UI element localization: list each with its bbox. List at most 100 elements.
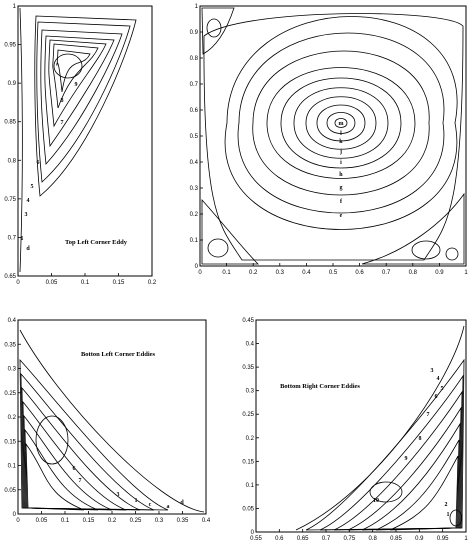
x-tick-label: 0.8 [368,536,377,542]
y-tick-label: 1 [195,4,199,10]
panel-title: Bottom Right Corner Eddies [280,383,360,390]
eddy-contour [53,53,83,79]
y-tick-label: 0.3 [190,186,199,192]
contour-label: 9 [75,82,78,88]
eddy-contour [44,35,115,148]
bottom-right-eddies-panel: 0.55 0.6 0.65 0.7 0.75 0.8 0.85 0.9 0.95 1 0 0.05 0.… [238,314,474,554]
y-tick-label: 0.15 [242,459,254,465]
contour-label: f [340,199,343,205]
x-tick-label: 0.2 [108,518,117,524]
plot-frame [255,319,467,533]
primary-vortex-contour [266,67,416,179]
contour-label: l [340,131,342,137]
x-tick-label: 0.95 [437,536,449,542]
contour-label: 6 [73,466,76,472]
contour-label: 5 [31,184,34,190]
eddy-contour [333,390,463,531]
contour-label: e [340,213,343,219]
top-left-eddy-plot: 0 0.05 0.1 0.15 0.2 0.65 0.7 0.75 0.8 0.85 0.9 0.95… [4,4,157,286]
x-tick-label: 0.05 [36,518,48,524]
y-tick-label: 0.7 [8,235,17,241]
x-tick-label: 0.15 [113,280,125,286]
y-tick-label: 0.3 [246,389,255,395]
eddy-contour [375,439,460,531]
contour-label: 6 [435,394,438,400]
x-tick-label: 0.7 [322,536,331,542]
top-left-eddy-contour [206,18,222,38]
contour-label: d [180,500,184,506]
bottom-left-eddies-plot: 0 0.05 0.1 0.15 0.2 0.25 0.3 0.35 0.4 0 0.05 0.1 0.1… [4,318,211,524]
eddy-contour [48,39,107,128]
y-tick-label: 0.1 [246,483,255,489]
primary-vortex-contour [293,87,389,159]
x-tick-label: 0.85 [390,536,402,542]
x-tick-label: 0.3 [276,270,285,276]
y-tick-label: 0.4 [190,160,199,166]
x-tick-label: 0.6 [275,536,284,542]
contour-label: 8 [419,436,422,442]
panel-title: Top Left Corner Eddy [65,239,128,246]
y-tick-label: 0.05 [242,506,254,512]
eddy-contour [21,386,141,511]
y-tick-label: 0.75 [4,197,16,203]
y-tick-label: 0 [251,530,255,536]
eddy-contour [449,509,463,527]
y-tick-label: 0.45 [242,318,254,324]
y-tick-label: 0.1 [190,238,199,244]
x-tick-label: 0.1 [81,280,90,286]
contour-label: 6 [37,160,40,166]
primary-vortex-contour [252,50,430,196]
x-tick-label: 0.75 [343,536,355,542]
contour-label: 8 [61,98,64,104]
primary-vortex-contour [326,112,356,134]
y-tick-label: 0.9 [190,30,199,36]
contour-label: 4 [27,198,30,204]
y-tick-label: 0.65 [4,274,16,280]
y-tick-label: 0.35 [4,342,16,348]
contour-label: h [339,172,343,178]
top-left-eddy-panel: 0 0.05 0.1 0.15 0.2 0.65 0.7 0.75 0.8 0.85 0.9 0.95… [0,0,160,290]
x-tick-label: 0.65 [297,536,309,542]
x-tick-label: 0.7 [382,270,391,276]
eddy-contour [369,481,403,503]
y-tick-label: 1 [13,4,17,10]
x-tick-label: 0.15 [83,518,95,524]
separatrix-contour [19,329,205,513]
eddy-contour [19,358,169,511]
eddy-contour [24,428,99,511]
x-tick-label: 1 [464,270,468,276]
eddy-contour [40,29,123,165]
contour-label: 1 [447,512,450,518]
x-tick-label: 0.4 [302,270,311,276]
primary-vortex-contour [280,77,402,169]
bottom-right-eddy-contour [411,240,441,260]
x-tick-label: 0.2 [249,270,258,276]
y-tick-label: 0.8 [8,158,17,164]
y-tick-label: 0.25 [242,412,254,418]
x-tick-label: 0.55 [250,536,262,542]
plot-frame [17,319,207,515]
contour-label: a [167,504,170,510]
x-tick-label: 0.9 [415,536,424,542]
main-cavity-panel: 0 0.1 0.2 0.3 0.4 0.5 0.6 0.7 0.8 0.9 1 0 0.1 0.2 0.3 0… [190,0,474,282]
x-tick-label: 0.8 [409,270,418,276]
x-tick-label: 0.3 [155,518,164,524]
primary-vortex-contour [237,32,445,214]
panel-title: Botton Left Corner Eddies [81,351,156,358]
y-tick-label: 0.3 [8,367,17,373]
bottom-left-eddy-contour [201,198,259,265]
x-tick-label: 0.9 [435,270,444,276]
y-tick-label: 0.85 [4,120,16,126]
eddy-contour [34,15,137,197]
contour-label: g [339,185,342,191]
eddy-contour [56,49,91,93]
y-tick-label: 0.4 [8,318,17,324]
contour-label: 1 [135,498,138,504]
eddy-contour [25,442,85,511]
x-tick-label: 0.05 [46,280,58,286]
primary-vortex-contour [334,118,348,128]
y-tick-label: 0 [13,512,17,518]
x-tick-label: 0 [198,270,202,276]
contour-label: 7 [79,478,82,484]
y-tick-label: 0.7 [190,82,199,88]
